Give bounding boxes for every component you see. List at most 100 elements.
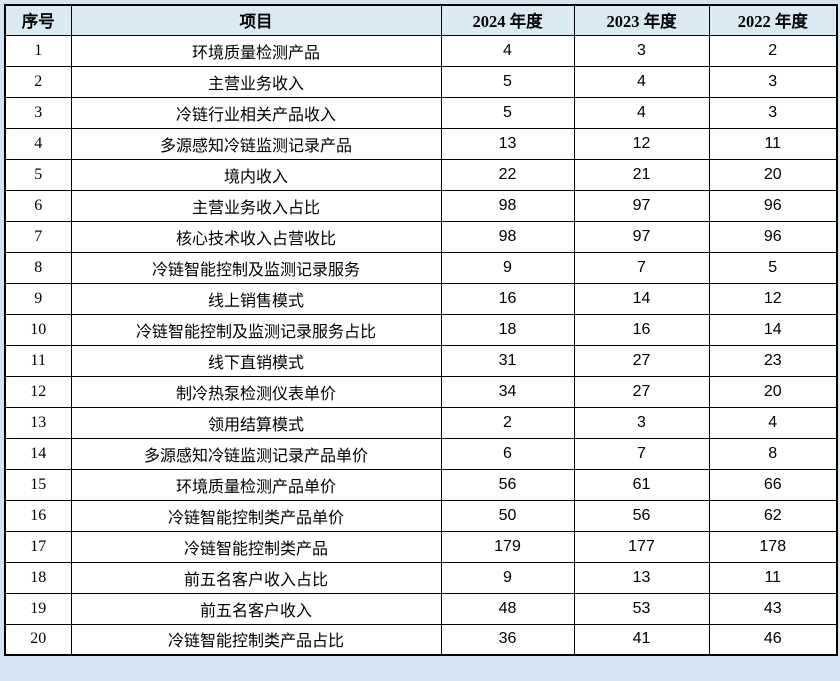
value-cell-y2024: 36 <box>440 623 575 656</box>
value-cell-y2023: 61 <box>573 468 710 501</box>
value-cell-y2023: 12 <box>573 127 710 160</box>
col-header-item: 项目 <box>70 4 442 36</box>
col-header-y2023: 2023 年度 <box>573 4 710 36</box>
col-header-index: 序号 <box>4 4 72 36</box>
table-row: 10 冷链智能控制及监测记录服务占比 18 16 14 <box>4 313 838 346</box>
value-cell-y2022: 46 <box>708 623 838 656</box>
item-cell: 主营业务收入占比 <box>70 189 442 222</box>
item-cell: 冷链智能控制及监测记录服务占比 <box>70 313 442 346</box>
index-cell: 13 <box>4 406 72 439</box>
value-cell-y2024: 98 <box>440 220 575 253</box>
index-cell: 12 <box>4 375 72 408</box>
index-cell: 19 <box>4 592 72 625</box>
item-cell: 环境质量检测产品 <box>70 34 442 67</box>
value-cell-y2024: 9 <box>440 251 575 284</box>
value-cell-y2022: 62 <box>708 499 838 532</box>
value-cell-y2023: 53 <box>573 592 710 625</box>
table-row: 13 领用结算模式 2 3 4 <box>4 406 838 439</box>
value-cell-y2022: 2 <box>708 34 838 67</box>
value-cell-y2024: 9 <box>440 561 575 594</box>
item-cell: 冷链智能控制类产品 <box>70 530 442 563</box>
value-cell-y2022: 11 <box>708 561 838 594</box>
value-cell-y2024: 13 <box>440 127 575 160</box>
table-row: 18 前五名客户收入占比 9 13 11 <box>4 561 838 594</box>
value-cell-y2024: 50 <box>440 499 575 532</box>
index-cell: 14 <box>4 437 72 470</box>
value-cell-y2024: 48 <box>440 592 575 625</box>
table-row: 5 境内收入 22 21 20 <box>4 158 838 191</box>
item-cell: 制冷热泵检测仪表单价 <box>70 375 442 408</box>
col-header-y2024: 2024 年度 <box>440 4 575 36</box>
item-cell: 冷链智能控制类产品占比 <box>70 623 442 656</box>
value-cell-y2022: 178 <box>708 530 838 563</box>
value-cell-y2023: 27 <box>573 344 710 377</box>
value-cell-y2024: 22 <box>440 158 575 191</box>
value-cell-y2023: 3 <box>573 406 710 439</box>
item-cell: 领用结算模式 <box>70 406 442 439</box>
value-cell-y2024: 56 <box>440 468 575 501</box>
index-cell: 2 <box>4 65 72 98</box>
item-cell: 线下直销模式 <box>70 344 442 377</box>
value-cell-y2024: 2 <box>440 406 575 439</box>
value-cell-y2022: 3 <box>708 65 838 98</box>
index-cell: 7 <box>4 220 72 253</box>
table-row: 12 制冷热泵检测仪表单价 34 27 20 <box>4 375 838 408</box>
item-cell: 多源感知冷链监测记录产品单价 <box>70 437 442 470</box>
value-cell-y2023: 41 <box>573 623 710 656</box>
table-row: 7 核心技术收入占营收比 98 97 96 <box>4 220 838 253</box>
value-cell-y2023: 13 <box>573 561 710 594</box>
value-cell-y2023: 56 <box>573 499 710 532</box>
value-cell-y2024: 5 <box>440 65 575 98</box>
value-cell-y2024: 31 <box>440 344 575 377</box>
value-cell-y2022: 96 <box>708 220 838 253</box>
table-row: 14 多源感知冷链监测记录产品单价 6 7 8 <box>4 437 838 470</box>
table-row: 9 线上销售模式 16 14 12 <box>4 282 838 315</box>
value-cell-y2023: 7 <box>573 251 710 284</box>
value-cell-y2023: 21 <box>573 158 710 191</box>
col-header-y2022: 2022 年度 <box>708 4 838 36</box>
value-cell-y2023: 4 <box>573 65 710 98</box>
value-cell-y2022: 4 <box>708 406 838 439</box>
table-row: 11 线下直销模式 31 27 23 <box>4 344 838 377</box>
value-cell-y2024: 34 <box>440 375 575 408</box>
item-cell: 前五名客户收入 <box>70 592 442 625</box>
value-cell-y2023: 14 <box>573 282 710 315</box>
table-row: 3 冷链行业相关产品收入 5 4 3 <box>4 96 838 129</box>
value-cell-y2024: 179 <box>440 530 575 563</box>
value-cell-y2024: 4 <box>440 34 575 67</box>
table-row: 17 冷链智能控制类产品 179 177 178 <box>4 530 838 563</box>
value-cell-y2022: 8 <box>708 437 838 470</box>
value-cell-y2022: 14 <box>708 313 838 346</box>
item-cell: 境内收入 <box>70 158 442 191</box>
table-head: 序号 项目 2024 年度 2023 年度 2022 年度 <box>4 4 838 36</box>
value-cell-y2023: 16 <box>573 313 710 346</box>
index-cell: 17 <box>4 530 72 563</box>
index-cell: 11 <box>4 344 72 377</box>
table-row: 4 多源感知冷链监测记录产品 13 12 11 <box>4 127 838 160</box>
value-cell-y2022: 20 <box>708 375 838 408</box>
index-cell: 4 <box>4 127 72 160</box>
item-cell: 核心技术收入占营收比 <box>70 220 442 253</box>
value-cell-y2023: 27 <box>573 375 710 408</box>
index-cell: 15 <box>4 468 72 501</box>
value-cell-y2022: 66 <box>708 468 838 501</box>
value-cell-y2023: 97 <box>573 220 710 253</box>
index-cell: 5 <box>4 158 72 191</box>
index-cell: 3 <box>4 96 72 129</box>
value-cell-y2023: 97 <box>573 189 710 222</box>
item-cell: 冷链智能控制类产品单价 <box>70 499 442 532</box>
value-cell-y2024: 18 <box>440 313 575 346</box>
value-cell-y2023: 177 <box>573 530 710 563</box>
item-cell: 主营业务收入 <box>70 65 442 98</box>
value-cell-y2022: 12 <box>708 282 838 315</box>
table-row: 6 主营业务收入占比 98 97 96 <box>4 189 838 222</box>
table-row: 16 冷链智能控制类产品单价 50 56 62 <box>4 499 838 532</box>
table-container: 序号 项目 2024 年度 2023 年度 2022 年度 1 环境质量检测产品 4 3 2 2 主… <box>4 4 838 656</box>
item-cell: 前五名客户收入占比 <box>70 561 442 594</box>
value-cell-y2023: 4 <box>573 96 710 129</box>
index-cell: 1 <box>4 34 72 67</box>
index-cell: 16 <box>4 499 72 532</box>
value-cell-y2024: 98 <box>440 189 575 222</box>
value-cell-y2022: 3 <box>708 96 838 129</box>
index-cell: 8 <box>4 251 72 284</box>
